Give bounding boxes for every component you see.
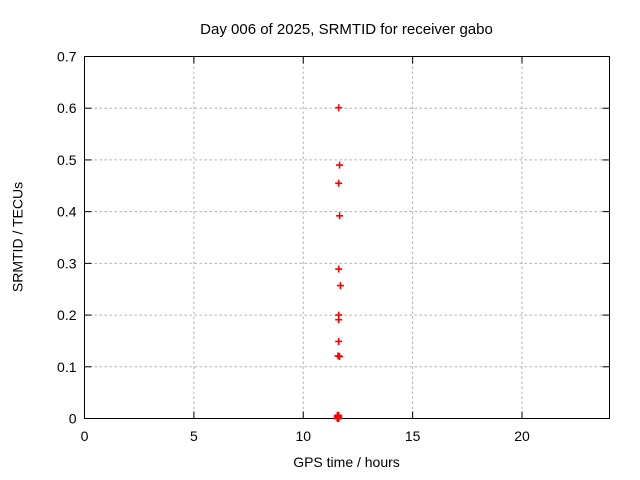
data-point-marker (336, 352, 344, 360)
y-tick-label: 0.2 (57, 307, 77, 323)
data-point-marker (335, 337, 343, 345)
x-tick-label: 15 (405, 428, 421, 444)
plot-border (84, 56, 610, 419)
x-axis-label: GPS time / hours (293, 454, 400, 470)
data-point-marker (336, 282, 344, 290)
data-point-marker (335, 316, 343, 324)
data-point-marker (335, 179, 343, 187)
y-tick-label: 0.5 (57, 152, 77, 168)
y-tick-label: 0.3 (57, 255, 77, 271)
y-tick-label: 0 (69, 411, 77, 427)
x-tick-label: 10 (295, 428, 311, 444)
y-tick-label: 0.1 (57, 359, 77, 375)
x-tick-label: 20 (514, 428, 530, 444)
x-tick-label: 5 (190, 428, 198, 444)
y-tick-label: 0.6 (57, 100, 77, 116)
data-point-marker (336, 212, 344, 220)
data-point-marker (335, 104, 343, 112)
x-tick-label: 0 (81, 428, 89, 444)
chart-title: Day 006 of 2025, SRMTID for receiver gab… (200, 21, 493, 38)
data-point-marker (335, 411, 343, 419)
data-point-marker (335, 265, 343, 273)
y-tick-label: 0.7 (57, 49, 77, 65)
y-tick-label: 0.4 (57, 204, 77, 220)
data-point-marker (336, 161, 344, 169)
